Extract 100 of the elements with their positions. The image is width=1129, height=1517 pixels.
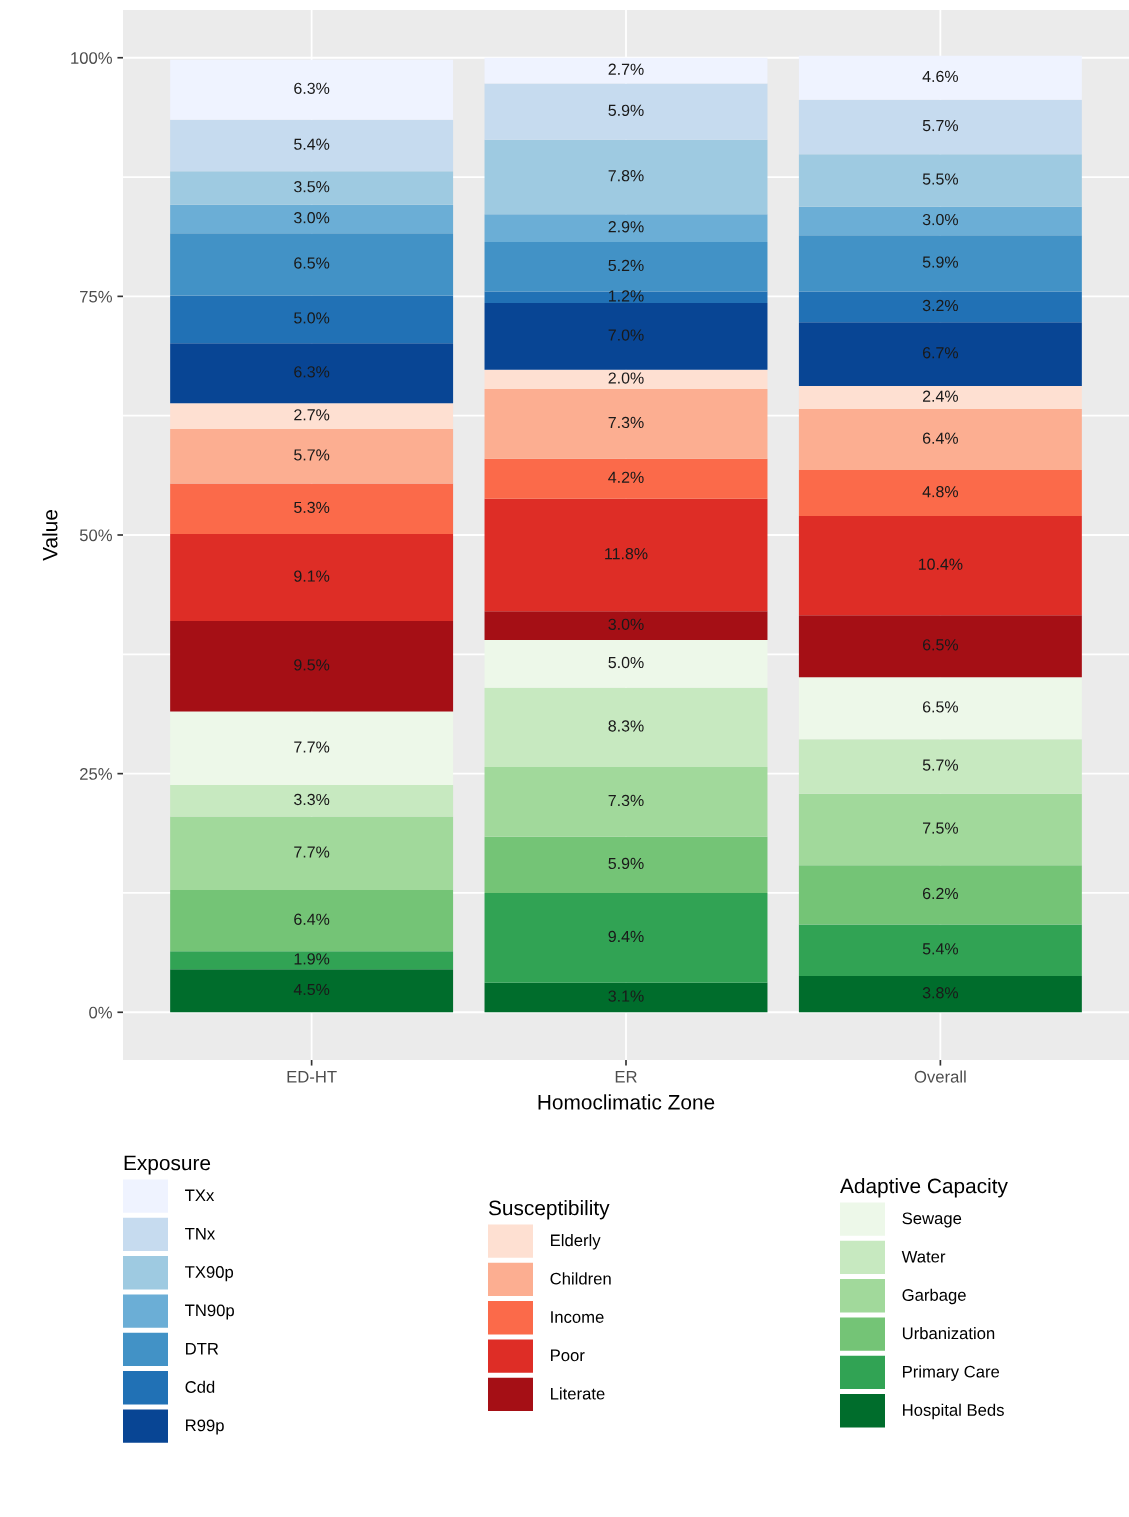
legend-label: Cdd [185,1380,215,1393]
data-label: 3.3% [294,793,330,806]
data-label: 5.9% [922,256,959,268]
bar [170,534,454,621]
data-label: 5.7% [294,449,330,461]
data-label: 3.0% [294,212,330,224]
data-label: 6.5% [922,639,959,651]
bar [798,793,1082,866]
data-label: 7.5% [922,822,959,834]
bar [170,295,454,344]
data-label: 5.7% [922,119,959,132]
bar [170,429,454,484]
y-tick-label: 50% [79,529,112,542]
data-label: 3.2% [922,299,959,312]
data-label: 9.1% [294,570,330,582]
bar [170,59,454,120]
bar [484,982,768,1013]
data-label: 6.3% [294,366,330,378]
text: Exposure [124,1155,211,1175]
data-label: 1.2% [609,290,644,302]
bar [170,785,454,817]
bar [798,924,1082,976]
legend-label: Income [551,1311,604,1323]
legend-label: Sewage [902,1212,962,1228]
data-label: 3.1% [608,990,644,1002]
data-label: 2.0% [608,372,644,384]
bar [484,498,768,612]
bar [484,139,768,215]
bar [484,369,768,389]
text: Adaptive Capacity [840,1178,1008,1198]
data-label: 2.4% [922,390,959,402]
x-axis-title: Homoclimatic Zone [538,1094,715,1110]
data-label: 7.3% [608,794,644,807]
bar [484,458,768,499]
data-label: 5.4% [922,943,959,955]
y-tick-label: 75% [80,290,112,303]
data-label: 9.5% [294,659,330,671]
data-label: 3.0% [922,213,959,226]
bar [484,836,768,893]
data-label: 5.2% [608,259,644,272]
legend-label: Poor [551,1349,585,1362]
data-label: 4.5% [293,983,330,996]
bar [170,620,454,712]
data-label: 3.0% [608,618,644,630]
data-label: 6.4% [294,913,330,925]
legend-label: Elderly [551,1234,601,1250]
y-axis-title: Value [42,510,58,561]
data-label: 4.2% [608,471,644,483]
bar [170,171,454,205]
data-label: 7.3% [608,416,644,429]
bar [170,711,454,786]
legend-label: Children [550,1272,611,1285]
data-label: 5.0% [608,656,644,669]
bar [484,214,768,242]
bar [798,291,1082,323]
legend-label: TXx [185,1189,215,1202]
bar [798,615,1082,678]
bar [798,322,1082,387]
data-label: 4.8% [922,485,959,498]
data-label: 5.0% [294,312,330,324]
bar [798,677,1082,740]
bar [798,865,1082,925]
legend-label: R99p [186,1419,224,1435]
y-tick-label: 25% [80,768,112,780]
data-label: 6.4% [922,432,959,444]
bar [170,119,454,172]
data-label: 8.3% [608,720,644,732]
legend-label: DTR [186,1342,219,1355]
data-label: 2.7% [608,63,644,75]
data-label: 5.9% [608,104,644,116]
data-label: 7.0% [608,329,644,341]
bar [798,154,1082,207]
data-label: 10.4% [918,558,963,570]
legend-label: TN90p [185,1304,234,1320]
bar [170,951,454,970]
bar [798,515,1082,616]
data-label: 7.8% [608,170,644,182]
legend-label: TNx [185,1227,216,1240]
legend-label: Garbage [902,1288,966,1305]
data-label: 4.6% [922,70,959,83]
bar [170,483,454,535]
bar [484,687,768,767]
bar [798,739,1082,794]
x-tick-label: Overall [914,1070,966,1083]
bar [798,470,1082,516]
data-label: 6.5% [922,701,959,713]
data-label: 2.7% [294,409,330,421]
x-tick-label: ED-HT [287,1071,337,1083]
legend-label: TX90p [185,1266,234,1282]
bar [798,976,1082,1013]
bar [484,291,768,304]
bar [484,640,768,688]
bar [170,816,454,891]
bar [484,241,768,292]
data-label: 5.3% [294,501,330,514]
data-label: 2.9% [608,221,644,233]
bar [484,611,768,640]
data-label: 6.3% [294,82,330,94]
bar [484,388,768,459]
y-tick-label: 0% [89,1006,112,1019]
